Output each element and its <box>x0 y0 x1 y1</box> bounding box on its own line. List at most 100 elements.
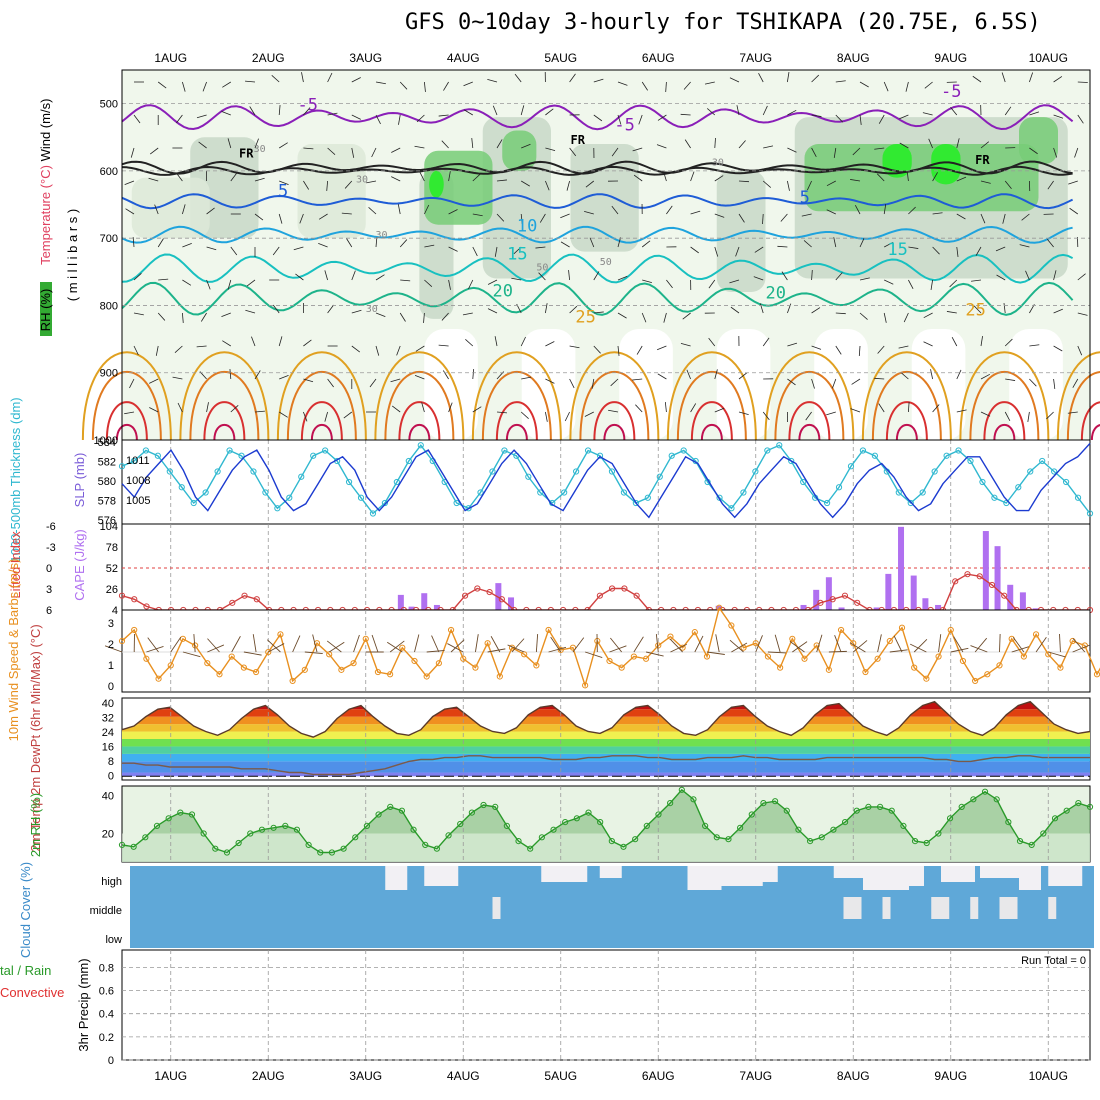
thickness-series-point <box>417 442 424 449</box>
surface-wind-barb <box>1011 646 1030 653</box>
wind-barb <box>656 345 667 351</box>
high-cloud-block <box>385 866 408 890</box>
wind-barb <box>492 105 498 116</box>
bl-isotherm-loop <box>690 401 733 441</box>
rh-series-point <box>410 826 417 833</box>
wind-barb <box>472 173 481 182</box>
thickness-series-point <box>154 452 161 459</box>
surface-wind-barb <box>182 651 201 658</box>
lifted-index-series-point <box>841 592 849 599</box>
wind-speed-series-point <box>533 662 540 669</box>
wind-barb <box>758 72 764 83</box>
surface-wind-barb <box>834 635 842 653</box>
thickness-series-point <box>130 457 138 465</box>
wind-barb <box>196 114 207 119</box>
surface-wind-barb <box>170 636 182 653</box>
surface-wind-barb <box>715 634 720 653</box>
isotherm-label: -5 <box>298 95 318 115</box>
rh-series-point <box>363 822 371 830</box>
wind-barb <box>206 279 211 290</box>
wind-barb <box>878 114 885 124</box>
lifted-index-series-point <box>143 603 150 610</box>
wind-barb <box>859 237 865 248</box>
rh-series-point <box>1040 830 1047 837</box>
wind-barb <box>230 172 238 182</box>
rh-dry-cell <box>521 329 576 440</box>
wind-barb <box>591 378 595 389</box>
wind-barb <box>351 270 356 281</box>
wind-barb <box>680 113 691 116</box>
wind-barb <box>980 336 983 347</box>
surface-wind-barb <box>1048 651 1066 658</box>
wind-barb <box>1053 378 1056 389</box>
wind-speed-series-point <box>289 677 296 685</box>
wind-barb <box>852 147 861 156</box>
wind-barb <box>254 213 264 221</box>
thickness-tick-label: 578 <box>98 496 116 508</box>
cloud-level-label: low <box>105 934 122 946</box>
surface-wind-barb <box>645 651 664 657</box>
rh-series-point <box>270 824 277 831</box>
bl-isotherm-loop <box>593 401 636 441</box>
rh-series-point <box>328 849 336 856</box>
wind-barb <box>1029 111 1040 116</box>
wind-barb <box>835 345 842 355</box>
rh-series-point <box>212 845 219 852</box>
precip-tick-label: 0.6 <box>99 986 114 998</box>
date-label-bottom: 5AUG <box>544 1069 577 1083</box>
li-tick-label: 0 <box>46 563 52 575</box>
wind-barb <box>980 180 991 184</box>
thickness-series-point <box>345 478 353 486</box>
wind-speed-series-point <box>447 626 455 634</box>
wind-barb <box>254 410 265 413</box>
isotherm-line-2 <box>121 165 1073 176</box>
thickness-series-point <box>357 494 365 501</box>
wind-barb <box>826 180 836 187</box>
wind-speed-series-point <box>179 635 187 642</box>
cape-bar <box>935 604 942 610</box>
thickness-series-point <box>776 442 783 449</box>
surface-wind-barb <box>511 638 525 653</box>
rh-shade-10 <box>931 144 961 185</box>
wind-barb <box>176 172 183 182</box>
wind-barb <box>1029 344 1040 347</box>
thickness-series-point <box>608 468 616 475</box>
wind-barb <box>1077 81 1088 83</box>
cape-bar <box>1032 608 1039 610</box>
wind-barb <box>1021 213 1030 221</box>
thickness-series-point <box>274 505 281 512</box>
wind-barb <box>415 345 425 352</box>
rh-series-point <box>935 830 942 837</box>
wind-barb <box>254 138 259 149</box>
rh-series-point <box>375 811 382 818</box>
wind-barb <box>932 212 943 215</box>
wind-barb <box>206 207 215 215</box>
wind-speed-series-point <box>118 637 126 645</box>
wind-speed-series-point <box>777 664 784 671</box>
cape-bar <box>408 606 415 610</box>
wind-barb <box>346 238 353 248</box>
wind-barb <box>448 171 451 182</box>
thickness-series-point <box>393 478 400 486</box>
wind-barb <box>327 304 334 314</box>
wind-barb <box>1004 338 1013 347</box>
wind-barb <box>351 345 361 353</box>
wind-barb <box>899 142 909 149</box>
wind-barb <box>545 303 548 314</box>
surface-wind-barb <box>326 640 342 653</box>
wind-barb <box>973 305 982 314</box>
precip-tick-label: 0.2 <box>99 1032 114 1044</box>
cape-tick-label: 104 <box>100 521 118 533</box>
rh-series-point <box>923 839 930 847</box>
wind-barb <box>995 246 1006 252</box>
temp-tick-label: 40 <box>102 698 114 710</box>
thickness-series-point <box>465 505 472 512</box>
wind-barb <box>641 81 648 91</box>
wind-barb <box>1069 207 1079 215</box>
bl-isotherm-loop <box>310 423 333 441</box>
wind-barb <box>956 246 959 257</box>
wind-barb <box>149 147 159 155</box>
wind-barb <box>736 105 740 116</box>
surface-wind-barb <box>231 636 241 653</box>
wind-barb <box>680 343 691 347</box>
